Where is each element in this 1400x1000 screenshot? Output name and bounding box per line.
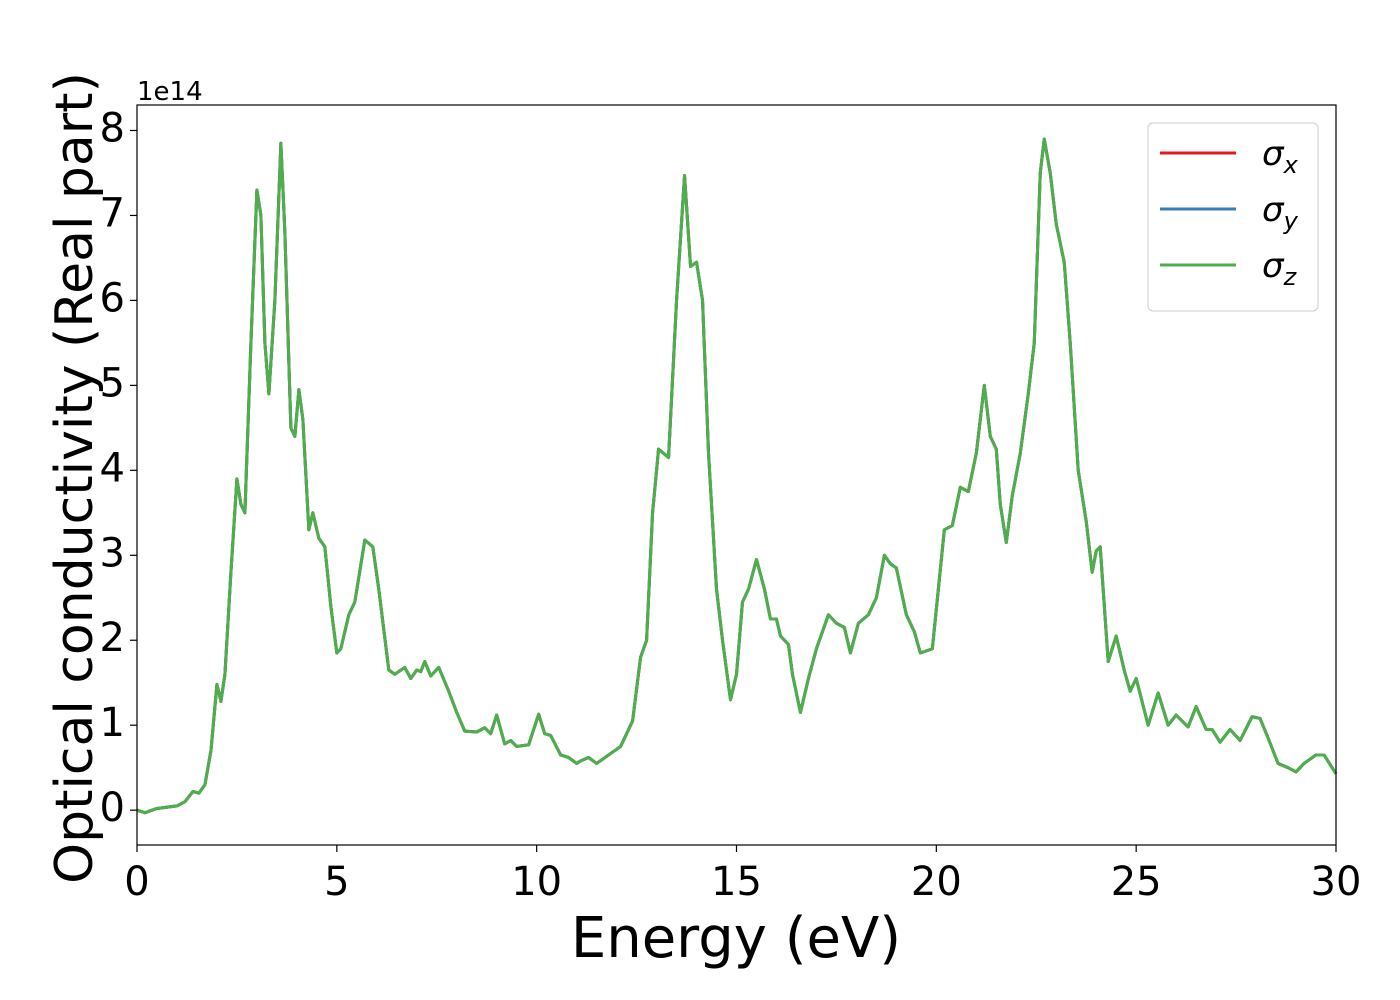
legend-label: σz — [1262, 246, 1298, 291]
legend-label: σy — [1262, 190, 1299, 235]
x-tick-label: 30 — [1311, 859, 1362, 905]
y-tick-label: 0 — [100, 785, 125, 831]
legend-label: σx — [1262, 134, 1299, 179]
y-tick-label: 6 — [100, 275, 125, 321]
x-tick-label: 0 — [124, 859, 149, 905]
y-tick-label: 2 — [100, 615, 125, 661]
y-axis-label: Optical conductivity (Real part) — [45, 72, 105, 884]
y-tick-label: 5 — [100, 360, 125, 406]
x-tick-label: 15 — [711, 859, 762, 905]
data-line — [136, 137, 1338, 815]
x-tick-label: 25 — [1111, 859, 1162, 905]
y-tick-label: 8 — [100, 105, 125, 151]
y-tick-label: 4 — [100, 445, 125, 491]
x-tick-label: 10 — [511, 859, 562, 905]
legend: σx σy σz — [1147, 122, 1319, 312]
y-offset-text: 1e14 — [137, 77, 203, 107]
y-tick-label: 3 — [100, 530, 125, 576]
x-tick-label: 20 — [911, 859, 962, 905]
y-tick-label: 7 — [100, 190, 125, 236]
y-tick-label: 1 — [100, 700, 125, 746]
x-axis-label: Energy (eV) — [571, 906, 901, 971]
x-tick-label: 5 — [324, 859, 349, 905]
